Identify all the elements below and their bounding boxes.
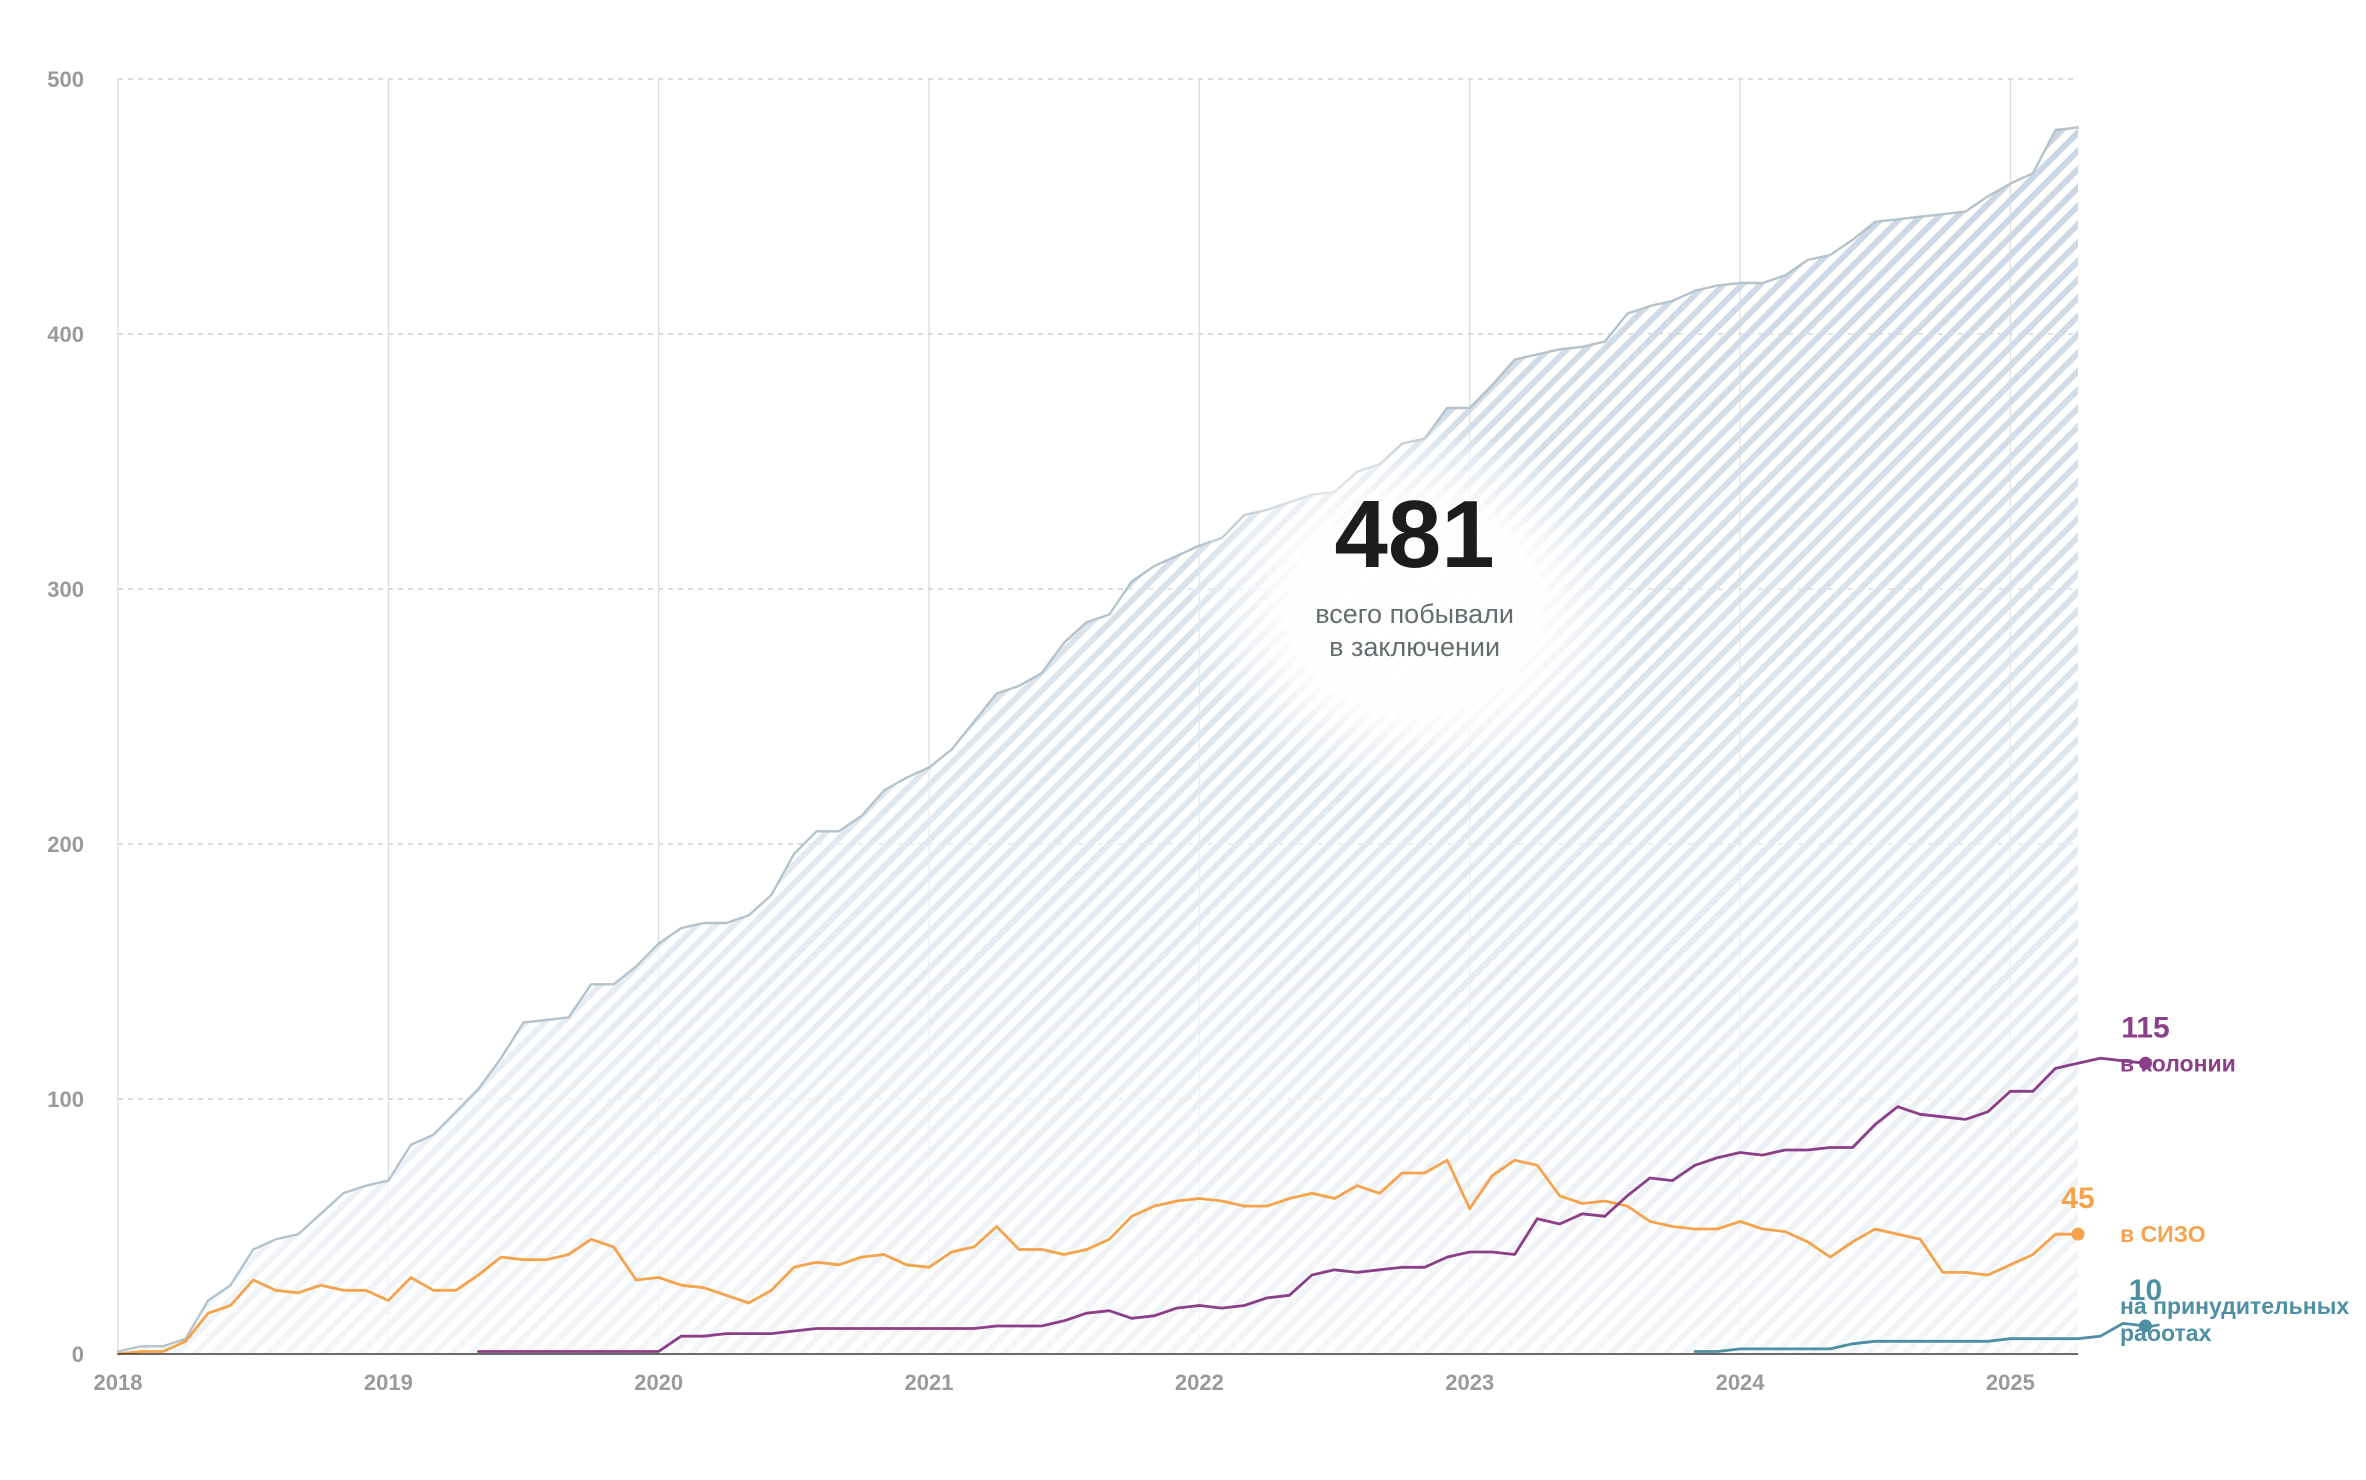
sizo-label: в СИЗО	[2120, 1221, 2206, 1247]
x-tick-label: 2020	[634, 1370, 683, 1395]
annotation-halo	[1184, 419, 1645, 799]
y-tick-label: 400	[47, 322, 84, 347]
colony-end-dot	[2138, 1056, 2152, 1070]
series-lines	[116, 126, 2147, 1356]
total-caption-line1: всего побывали	[1315, 599, 1514, 629]
colony-end-value: 115	[2121, 1011, 2169, 1044]
total-area	[118, 127, 2078, 1354]
total-annotation: 481 всего побывали в заключении	[1184, 419, 1645, 799]
total-line	[116, 126, 2080, 1353]
y-tick-label: 100	[47, 1087, 84, 1112]
forced-labor-label-line2: работах	[2120, 1320, 2212, 1346]
end-labels: 115 в колонии 45 в СИЗО 10 на принудител…	[2061, 1011, 2349, 1346]
x-tick-label: 2024	[1716, 1370, 1766, 1395]
x-tick-label: 2025	[1986, 1370, 2035, 1395]
y-tick-label: 500	[47, 67, 84, 92]
x-tick-label: 2019	[364, 1370, 413, 1395]
total-value: 481	[1335, 481, 1495, 588]
forced-labor-end-value: 10	[2129, 1274, 2162, 1307]
colony-label: в колонии	[2120, 1050, 2236, 1076]
x-tick-label: 2023	[1445, 1370, 1494, 1395]
x-tick-label: 2022	[1175, 1370, 1224, 1395]
colony-line	[476, 1056, 2147, 1353]
x-tick-label: 2018	[94, 1370, 143, 1395]
forced-labor-end-dot	[2138, 1319, 2152, 1333]
axes: 0 100 200 300 400 500 2018 2019 2020 2021 2022 2023…	[47, 67, 2078, 1395]
y-tick-label: 200	[47, 832, 84, 857]
total-caption-line2: в заключении	[1329, 632, 1500, 662]
y-tick-label: 300	[47, 577, 84, 602]
total-area-fade	[118, 127, 2078, 1354]
sizo-line	[116, 1158, 2080, 1356]
x-tick-label: 2021	[905, 1370, 954, 1395]
sizo-end-value: 45	[2061, 1182, 2094, 1215]
forced-labor-label-line1: на принудительных	[2120, 1293, 2349, 1319]
forced-labor-line	[1693, 1322, 2147, 1353]
y-tick-label: 0	[72, 1342, 84, 1367]
sizo-end-dot	[2071, 1227, 2085, 1241]
